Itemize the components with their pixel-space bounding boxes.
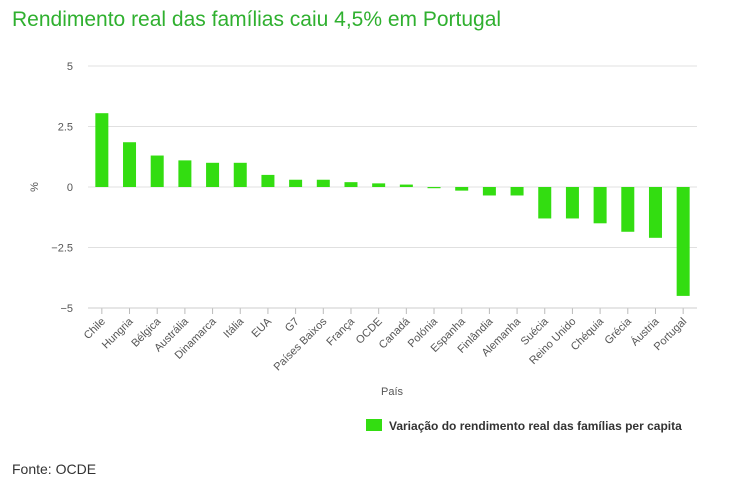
bar[interactable]: [372, 183, 386, 187]
bar[interactable]: [510, 187, 524, 196]
x-tick-label: França: [324, 315, 357, 348]
bar[interactable]: [648, 187, 662, 238]
bar[interactable]: [593, 187, 607, 224]
bar[interactable]: [206, 162, 220, 187]
x-tick-label: G7: [283, 316, 302, 335]
bar[interactable]: [316, 179, 330, 187]
bar[interactable]: [621, 187, 635, 232]
x-tick-label: EUA: [250, 315, 275, 340]
legend-swatch: [366, 419, 382, 431]
bar[interactable]: [178, 160, 192, 187]
x-tick-label: Grécia: [603, 315, 635, 347]
x-tick-label: Hungria: [100, 315, 136, 351]
bar[interactable]: [565, 187, 579, 219]
source-note: Fonte: OCDE: [12, 461, 97, 477]
x-tick-label: Itália: [221, 315, 247, 341]
y-tick-label: 5: [67, 61, 73, 73]
bar[interactable]: [482, 187, 496, 196]
y-tick-label: −5: [60, 303, 73, 315]
bar[interactable]: [344, 182, 358, 187]
bars: [95, 113, 690, 296]
legend-label: Variação do rendimento real das famílias…: [389, 419, 682, 433]
y-tick-label: 0: [67, 182, 73, 194]
bar[interactable]: [289, 179, 303, 187]
bar[interactable]: [233, 162, 247, 187]
y-tick-label: −2.5: [51, 243, 73, 255]
x-tick-label: Canadá: [377, 315, 413, 351]
bar[interactable]: [150, 155, 164, 187]
y-axis-label: %: [29, 182, 41, 192]
bar[interactable]: [427, 187, 441, 189]
x-axis-label: País: [381, 386, 404, 398]
bar[interactable]: [95, 113, 109, 187]
chart-title: Rendimento real das famílias caiu 4,5% e…: [12, 8, 502, 31]
y-tick-label: 2.5: [58, 122, 73, 134]
y-axis-ticks: 5 2.5 0 −2.5 −5: [51, 61, 73, 315]
bar[interactable]: [123, 142, 137, 187]
legend[interactable]: Variação do rendimento real das famílias…: [366, 419, 682, 433]
bar[interactable]: [455, 187, 469, 191]
bar[interactable]: [261, 174, 275, 187]
bar[interactable]: [399, 184, 413, 187]
bar[interactable]: [538, 187, 552, 219]
bar[interactable]: [676, 187, 690, 296]
